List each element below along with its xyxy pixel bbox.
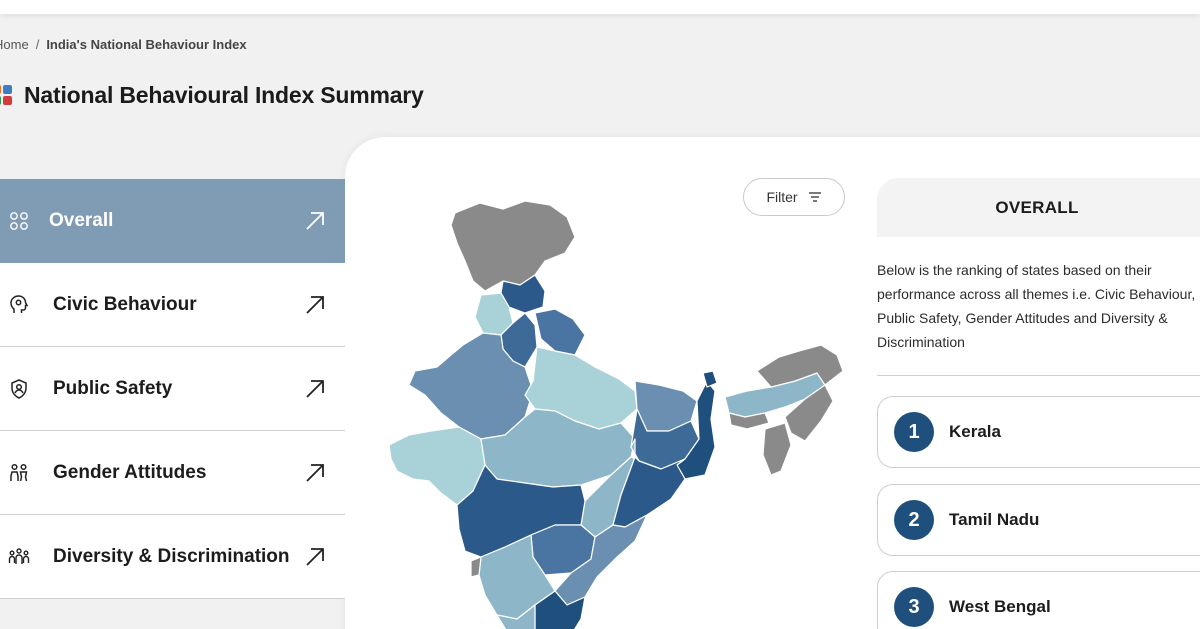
sidebar-item-label: Public Safety <box>53 377 173 399</box>
ranking-panel: OVERALL Below is the ranking of states b… <box>877 178 1200 376</box>
theme-sidebar: Overall Civic Behaviour Public Safety <box>0 179 345 599</box>
rank-state-name: Tamil Nadu <box>949 510 1040 529</box>
breadcrumb-separator: / <box>35 37 40 52</box>
filter-button[interactable]: Filter <box>743 178 845 216</box>
breadcrumb: Home / India's National Behaviour Index <box>0 37 247 52</box>
arrow-up-right-icon <box>306 295 324 314</box>
group-icon <box>8 547 30 564</box>
rank-state-name: Kerala <box>949 422 1001 441</box>
sidebar-item-label: Civic Behaviour <box>53 293 197 315</box>
arrow-up-right-icon <box>306 463 324 482</box>
map-region-meghalaya[interactable] <box>728 412 770 430</box>
rank-badge: 2 <box>894 500 934 540</box>
sidebar-item-public-safety[interactable]: Public Safety <box>0 347 345 431</box>
head-icon <box>10 294 29 313</box>
filter-label: Filter <box>766 189 798 205</box>
people-icon <box>10 463 28 481</box>
grid-icon <box>10 211 28 230</box>
map-region-west-bengal[interactable] <box>676 380 716 480</box>
map-region-goa[interactable] <box>470 556 482 578</box>
arrow-up-right-icon <box>306 211 324 230</box>
map-region-jammu-kashmir[interactable] <box>450 200 576 292</box>
sidebar-item-diversity-discrimination[interactable]: Diversity & Discrimination <box>0 515 345 599</box>
page-title: National Behavioural Index Summary <box>0 78 424 112</box>
panel-divider <box>877 375 1200 376</box>
rank-state-name: West Bengal <box>949 597 1051 616</box>
arrow-up-right-icon <box>306 379 324 398</box>
map-region-tripura-mizoram[interactable] <box>762 422 792 476</box>
shield-person-icon <box>11 378 27 399</box>
ranking-card-2[interactable]: 2 Tamil Nadu <box>877 484 1200 556</box>
arrow-up-right-icon <box>306 547 324 566</box>
filter-lines-icon <box>808 192 821 202</box>
map-region-maharashtra[interactable] <box>456 464 586 558</box>
map-region-arunachal-pradesh[interactable] <box>756 344 844 388</box>
sidebar-item-label: Gender Attitudes <box>53 461 207 483</box>
rank-badge: 3 <box>894 587 934 627</box>
india-choropleth-map <box>388 200 844 629</box>
map-region-sikkim[interactable] <box>702 370 718 388</box>
ranking-card-3[interactable]: 3 West Bengal <box>877 571 1200 629</box>
panel-description: Below is the ranking of states based on … <box>877 262 1196 350</box>
map-region-northeast-hills[interactable] <box>784 384 834 442</box>
ranking-card-1[interactable]: 1 Kerala <box>877 396 1200 468</box>
map-region-uttarakhand[interactable] <box>534 308 586 356</box>
map-region-tamil-nadu[interactable] <box>534 590 586 629</box>
map-region-kerala[interactable] <box>496 604 536 629</box>
sidebar-item-overall[interactable]: Overall <box>0 179 345 263</box>
map-region-odisha[interactable] <box>612 456 686 528</box>
sidebar-item-label: Overall <box>49 209 114 231</box>
breadcrumb-home-link[interactable]: Home <box>0 37 29 52</box>
sidebar-item-gender-attitudes[interactable]: Gender Attitudes <box>0 431 345 515</box>
grid-flag-icon <box>0 85 12 105</box>
sidebar-item-label: Diversity & Discrimination <box>53 545 290 567</box>
breadcrumb-current: India's National Behaviour Index <box>46 37 247 52</box>
sidebar-item-civic-behaviour[interactable]: Civic Behaviour <box>0 263 345 347</box>
rank-badge: 1 <box>894 412 934 452</box>
panel-heading: OVERALL <box>877 178 1200 237</box>
top-nav-bar <box>0 0 1200 14</box>
page-heading: National Behavioural Index Summary <box>24 81 424 108</box>
